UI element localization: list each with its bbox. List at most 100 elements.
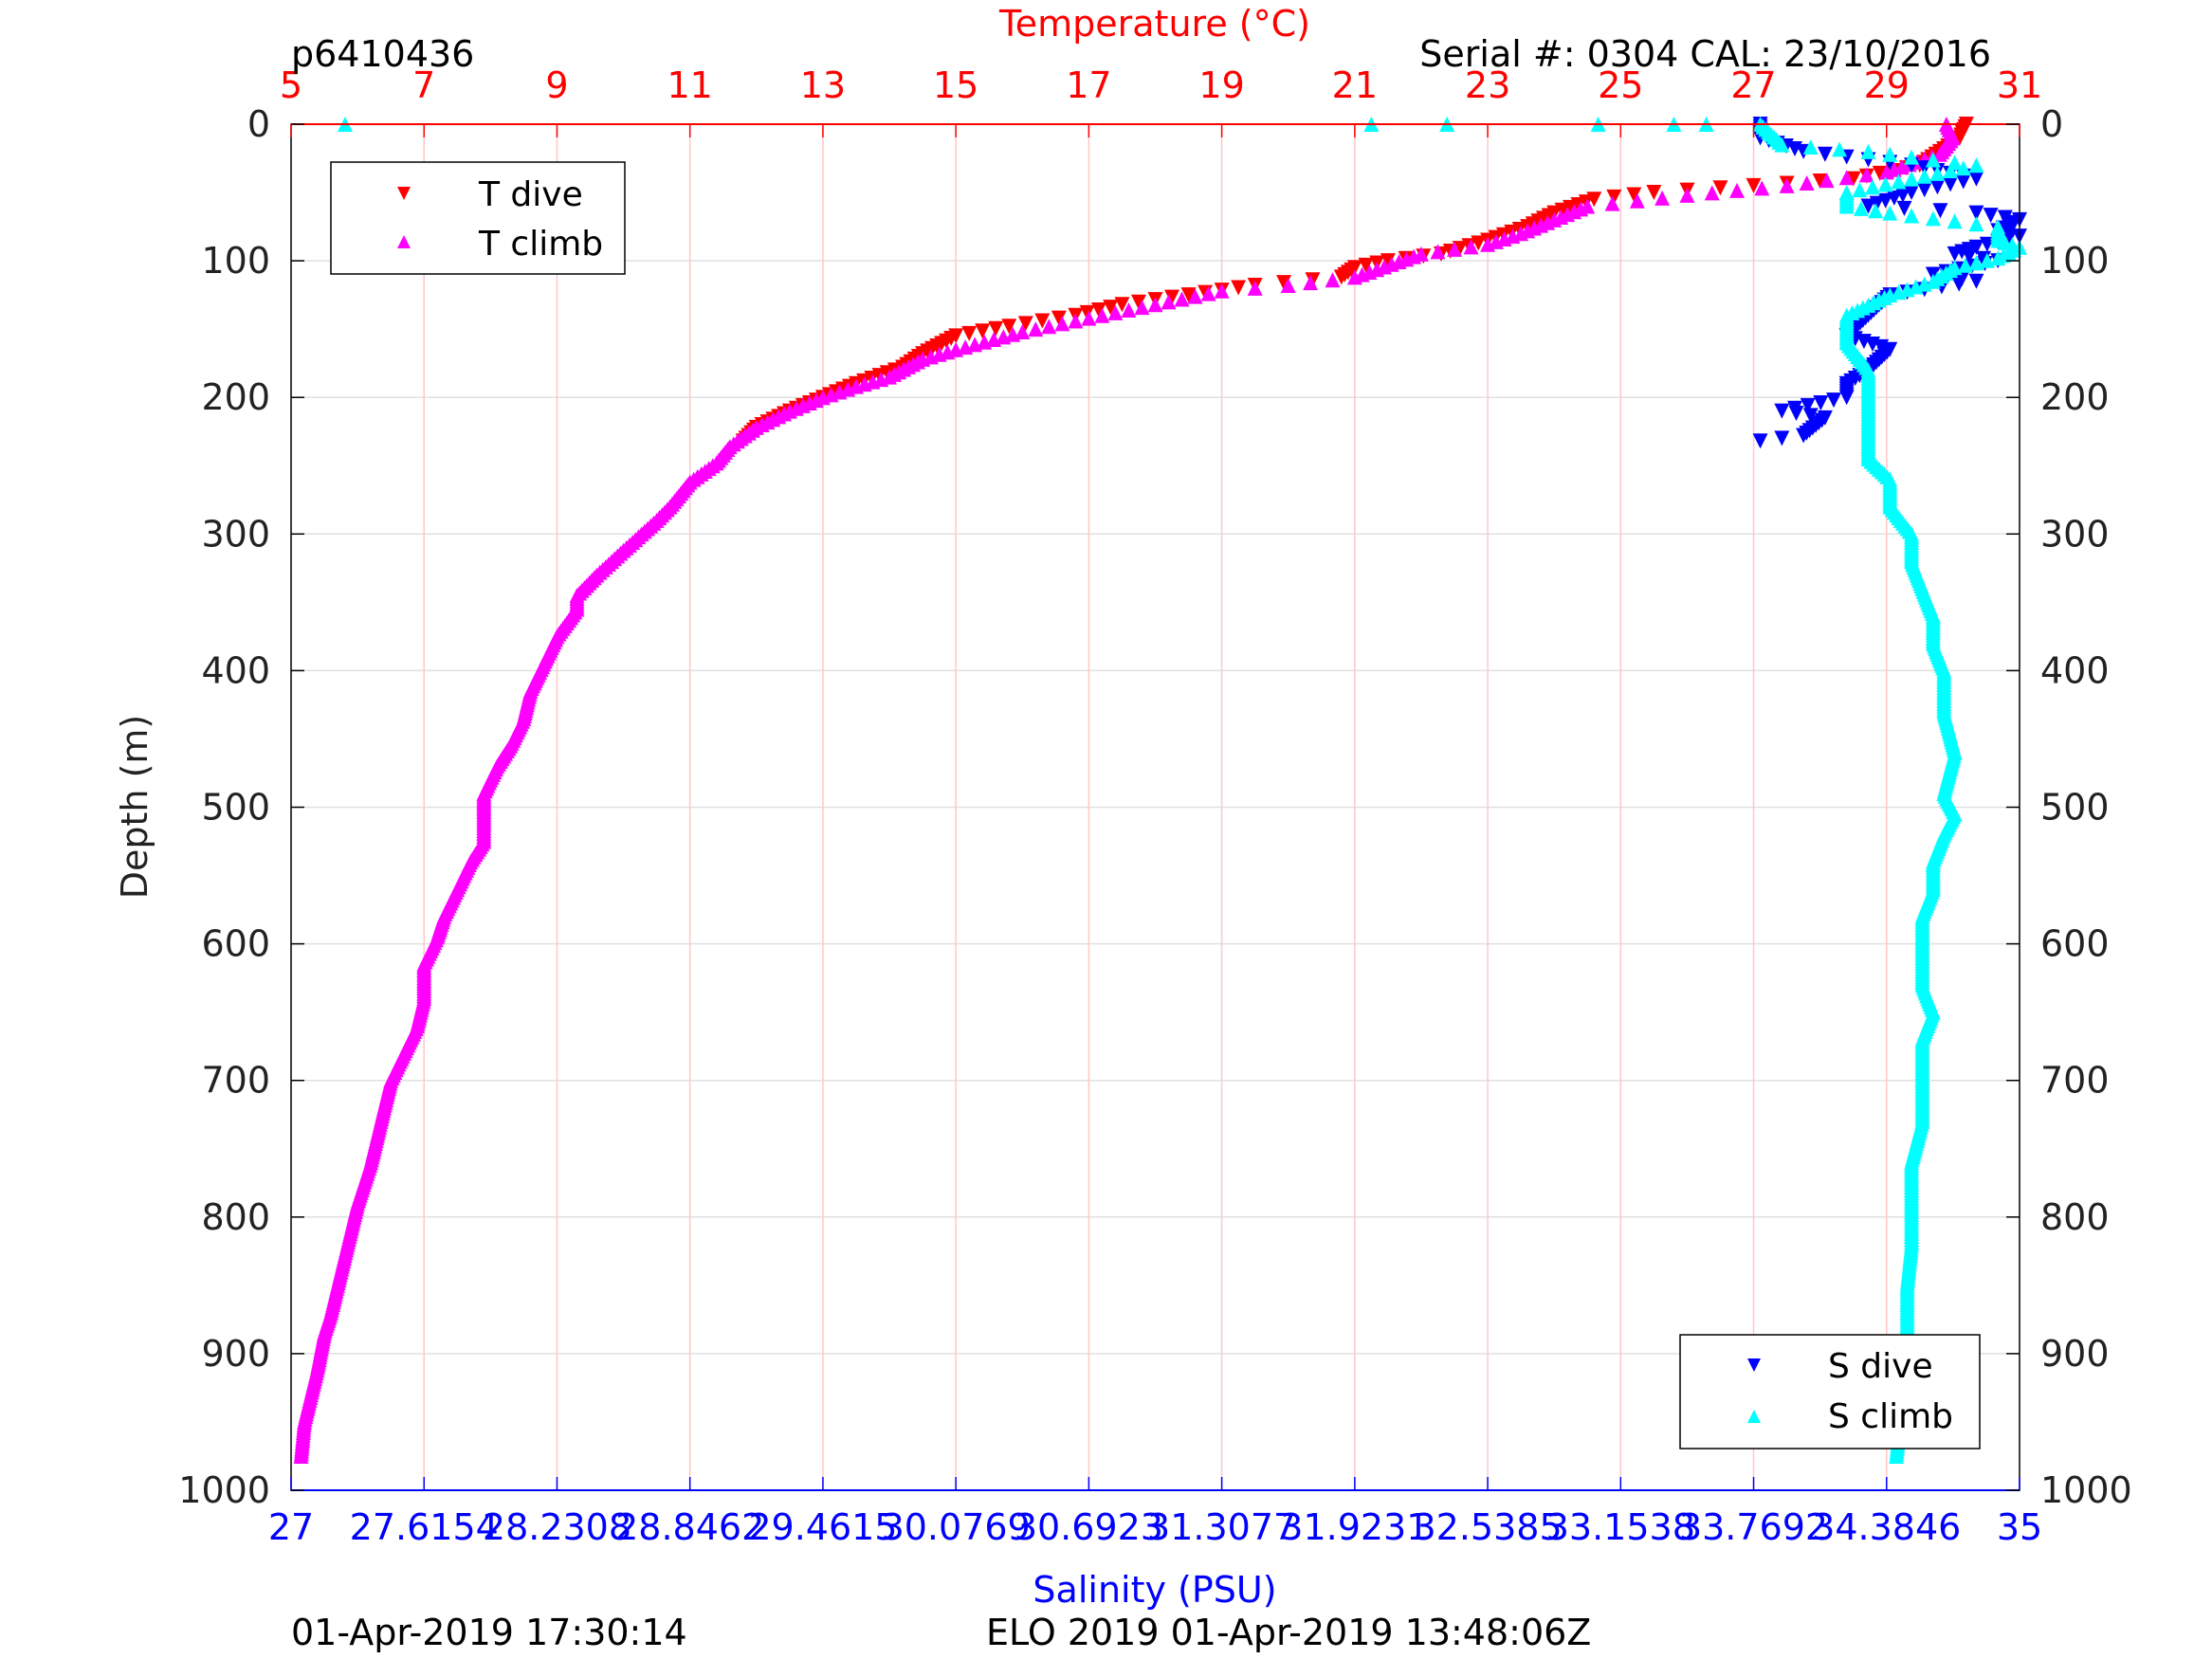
depth-tick-label-left: 300: [201, 513, 270, 555]
data-point: [1161, 294, 1177, 310]
depth-tick-label-left: 0: [247, 103, 270, 145]
salinity-tick-label: 27: [268, 1506, 314, 1548]
data-point: [1838, 170, 1855, 186]
data-point: [996, 329, 1012, 345]
depth-tick-label-right: 300: [2040, 513, 2110, 555]
data-point: [832, 384, 848, 400]
temperature-tick-label: 15: [933, 64, 978, 106]
data-point: [1704, 185, 1720, 201]
data-point: [1174, 291, 1190, 307]
data-point: [1604, 195, 1620, 211]
temperature-tick-label: 25: [1598, 64, 1643, 106]
data-point: [1180, 287, 1197, 303]
depth-tick-label-left: 1000: [178, 1469, 270, 1511]
temperature-tick-label: 31: [1997, 64, 2042, 106]
data-point: [1817, 146, 1833, 162]
data-point: [1606, 189, 1622, 205]
series-s-dive: [1752, 117, 2027, 449]
salinity-tick-label: 30.6923: [1015, 1506, 1163, 1548]
data-point: [1891, 284, 1907, 301]
data-point: [1802, 139, 1819, 155]
data-point: [823, 387, 839, 403]
salinity-tick-label: 28.2308: [483, 1506, 631, 1548]
data-point: [1303, 275, 1319, 291]
data-point: [1068, 313, 1084, 329]
grid-lines: [291, 124, 2020, 1490]
data-point: [1990, 250, 2006, 266]
data-point: [1882, 205, 1898, 221]
depth-tick-label-right: 200: [2040, 376, 2110, 418]
data-point: [840, 381, 856, 397]
data-point: [1430, 244, 1446, 260]
data-point: [1968, 216, 1984, 232]
data-point: [1878, 164, 1894, 180]
data-point: [1729, 182, 1746, 198]
depth-tick-label-right: 500: [2040, 787, 2110, 829]
data-point: [1247, 280, 1263, 296]
data-point: [1812, 173, 1828, 190]
profile-id: p6410436: [291, 33, 474, 75]
data-point: [1754, 180, 1770, 196]
data-point: [293, 1448, 309, 1464]
data-series: [293, 117, 2027, 1464]
data-point: [1813, 394, 1829, 410]
footer-timestamp: 01-Apr-2019 17:30:14: [291, 1612, 687, 1653]
legend-label-s-climb: S climb: [1828, 1397, 1953, 1436]
salinity-tick-label: 33.1538: [1546, 1506, 1695, 1548]
data-point: [1034, 313, 1051, 329]
data-point: [1054, 316, 1070, 332]
data-point: [1107, 304, 1124, 320]
temperature-tick-label: 11: [667, 64, 713, 106]
data-point: [1463, 239, 1479, 255]
data-point: [1187, 288, 1203, 304]
data-point: [1947, 246, 1963, 262]
data-point: [948, 341, 964, 357]
depth-tick-label-left: 500: [201, 787, 270, 829]
data-point: [1932, 203, 1948, 219]
data-point: [1800, 397, 1816, 413]
data-point: [977, 334, 993, 350]
legend-marker-s-dive: [1747, 1358, 1761, 1372]
data-point: [1852, 182, 1868, 198]
data-point: [1041, 319, 1057, 335]
data-point: [1916, 276, 1932, 292]
data-point: [1774, 137, 1790, 153]
data-point: [940, 344, 956, 360]
depth-tick-label-left: 800: [201, 1196, 270, 1238]
temperature-tick-label: 13: [800, 64, 846, 106]
data-point: [873, 372, 889, 388]
data-point: [1838, 198, 1855, 214]
data-point: [1505, 228, 1521, 245]
depth-tick-label-right: 800: [2040, 1196, 2110, 1238]
data-point: [1079, 304, 1095, 320]
data-point: [1955, 160, 1971, 176]
data-point: [1646, 185, 1662, 201]
data-point: [1943, 162, 1959, 178]
data-point: [1325, 272, 1341, 288]
temperature-tick-label: 9: [545, 64, 568, 106]
data-point: [1001, 319, 1017, 335]
data-point: [1908, 279, 1924, 295]
data-point: [1925, 210, 1941, 227]
data-point: [1802, 408, 1819, 424]
data-point: [1819, 173, 1835, 189]
salinity-tick-label: 32.5385: [1414, 1506, 1563, 1548]
data-point: [1968, 171, 1984, 187]
salinity-tick-label: 28.8462: [615, 1506, 764, 1548]
temperature-tick-label: 19: [1198, 64, 1244, 106]
data-point: [1961, 248, 1977, 264]
depth-axis-label: Depth (m): [114, 715, 155, 900]
salinity-legend: S dive S climb: [1679, 1334, 1981, 1449]
data-point: [1051, 310, 1067, 326]
data-point: [1654, 190, 1671, 206]
data-point: [1955, 173, 1971, 190]
legend-label-s-dive: S dive: [1828, 1347, 1933, 1386]
data-point: [1015, 324, 1031, 340]
data-point: [1276, 275, 1292, 291]
data-point: [975, 323, 991, 339]
data-point: [923, 349, 939, 365]
salinity-tick-label: 31.9231: [1280, 1506, 1429, 1548]
data-point: [1904, 208, 1920, 224]
depth-tick-label-right: 900: [2040, 1333, 2110, 1375]
data-point: [931, 346, 947, 362]
